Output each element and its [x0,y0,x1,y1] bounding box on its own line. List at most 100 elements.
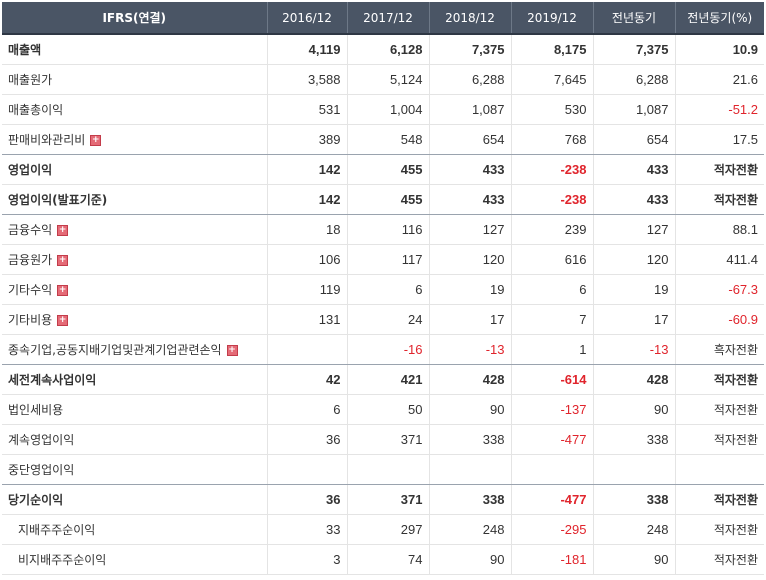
header-col-2018: 2018/12 [428,2,511,35]
cell-2018: 17 [428,304,511,335]
cell-2017: 371 [346,424,429,455]
cell-prev-pct: 적자전환 [674,394,764,425]
cell-2018: 248 [428,514,511,545]
cell-2017: 371 [346,484,429,515]
table-row-discontinued-ops: 중단영업이익 [2,454,764,485]
plus-square-icon[interactable]: + [57,315,69,326]
cell-2019: 8,175 [510,34,593,65]
cell-2019: 239 [510,214,593,245]
table-row-other-expenses: 기타비용 + 131 24 17 7 17 -60.9 [2,304,764,335]
cell-2019: -295 [510,514,593,545]
header-col-2019: 2019/12 [510,2,593,35]
cell-prev-pct: -60.9 [674,304,764,335]
plus-square-icon[interactable]: + [226,345,238,356]
cell-2017: 548 [346,124,429,155]
table-row-finance-costs: 금융원가 + 106 117 120 616 120 411.4 [2,244,764,275]
row-label: 기타수익 [8,283,53,297]
cell-2018: 6,288 [428,64,511,95]
cell-2018 [428,454,511,485]
plus-square-icon[interactable]: + [57,255,69,266]
row-label: 기타비용 [8,313,53,327]
row-label-cell[interactable]: 종속기업,공동지배기업및관계기업관련손익 + [2,334,267,365]
table-row-gross-profit: 매출총이익 531 1,004 1,087 530 1,087 -51.2 [2,94,764,125]
cell-prev-pct: 411.4 [674,244,764,275]
row-label-cell[interactable]: 금융수익 + [2,214,267,245]
cell-2017: 6,128 [346,34,429,65]
cell-prev: 7,375 [592,34,675,65]
cell-2016: 33 [266,514,347,545]
cell-prev-pct: 적자전환 [674,154,764,185]
cell-2018: 90 [428,544,511,575]
row-label-cell[interactable]: 금융원가 + [2,244,267,275]
row-label: 계속영업이익 [2,424,267,455]
cell-prev-pct: 적자전환 [674,484,764,515]
cell-2016: 119 [266,274,347,305]
cell-prev-pct [674,454,764,485]
cell-2018: 428 [428,364,511,395]
cell-2017: 297 [346,514,429,545]
cell-2018: 120 [428,244,511,275]
row-label-cell[interactable]: 기타비용 + [2,304,267,335]
cell-2017: 24 [346,304,429,335]
cell-2016: 106 [266,244,347,275]
cell-2017: 455 [346,154,429,185]
cell-2018: 433 [428,184,511,215]
table-row-operating-profit: 영업이익 142 455 433 -238 433 적자전환 [2,154,764,185]
table-row-finance-income: 금융수익 + 18 116 127 239 127 88.1 [2,214,764,245]
header-col-prev-period: 전년동기 [592,2,675,35]
cell-2018: 1,087 [428,94,511,125]
cell-2019: -137 [510,394,593,425]
cell-2017: 50 [346,394,429,425]
header-col-2016: 2016/12 [266,2,347,35]
cell-2016: 142 [266,154,347,185]
cell-prev: 120 [592,244,675,275]
cell-prev-pct: 적자전환 [674,364,764,395]
cell-prev-pct: 10.9 [674,34,764,65]
row-label-cell[interactable]: 기타수익 + [2,274,267,305]
table-row-net-income: 당기순이익 36 371 338 -477 338 적자전환 [2,484,764,515]
cell-prev: 1,087 [592,94,675,125]
cell-2019: 7 [510,304,593,335]
row-label: 영업이익(발표기준) [2,184,267,215]
cell-2016: 36 [266,424,347,455]
cell-prev: 433 [592,184,675,215]
cell-2019: 1 [510,334,593,365]
cell-2019: -477 [510,424,593,455]
row-label: 금융수익 [8,223,53,237]
table-row-cost-of-sales: 매출원가 3,588 5,124 6,288 7,645 6,288 21.6 [2,64,764,95]
table-row-income-tax: 법인세비용 6 50 90 -137 90 적자전환 [2,394,764,425]
cell-2017: 5,124 [346,64,429,95]
cell-prev-pct: 88.1 [674,214,764,245]
row-label: 세전계속사업이익 [2,364,267,395]
plus-square-icon[interactable]: + [57,225,69,236]
cell-prev-pct: -67.3 [674,274,764,305]
cell-prev-pct: 적자전환 [674,184,764,215]
cell-2017 [346,454,429,485]
cell-2017: 6 [346,274,429,305]
cell-2016: 531 [266,94,347,125]
header-label: IFRS(연결) [2,2,267,35]
cell-2019: -614 [510,364,593,395]
row-label: 매출원가 [2,64,267,95]
cell-2016: 36 [266,484,347,515]
table-row-non-controlling-interest: 비지배주주순이익 3 74 90 -181 90 적자전환 [2,544,764,575]
plus-square-icon[interactable]: + [90,135,102,146]
plus-square-icon[interactable]: + [57,285,69,296]
row-label: 매출총이익 [2,94,267,125]
cell-2018: 19 [428,274,511,305]
cell-2016: 3 [266,544,347,575]
row-label: 중단영업이익 [2,454,267,485]
cell-2019: -181 [510,544,593,575]
cell-2016 [266,454,347,485]
cell-prev: 428 [592,364,675,395]
row-label: 지배주주순이익 [2,514,267,545]
cell-2019: -477 [510,484,593,515]
cell-2017: 1,004 [346,94,429,125]
cell-prev: 90 [592,394,675,425]
cell-prev: 17 [592,304,675,335]
row-label: 판매비와관리비 [8,133,86,147]
cell-2017: 421 [346,364,429,395]
cell-2016: 142 [266,184,347,215]
row-label-cell[interactable]: 판매비와관리비 + [2,124,267,155]
header-col-2017: 2017/12 [346,2,429,35]
